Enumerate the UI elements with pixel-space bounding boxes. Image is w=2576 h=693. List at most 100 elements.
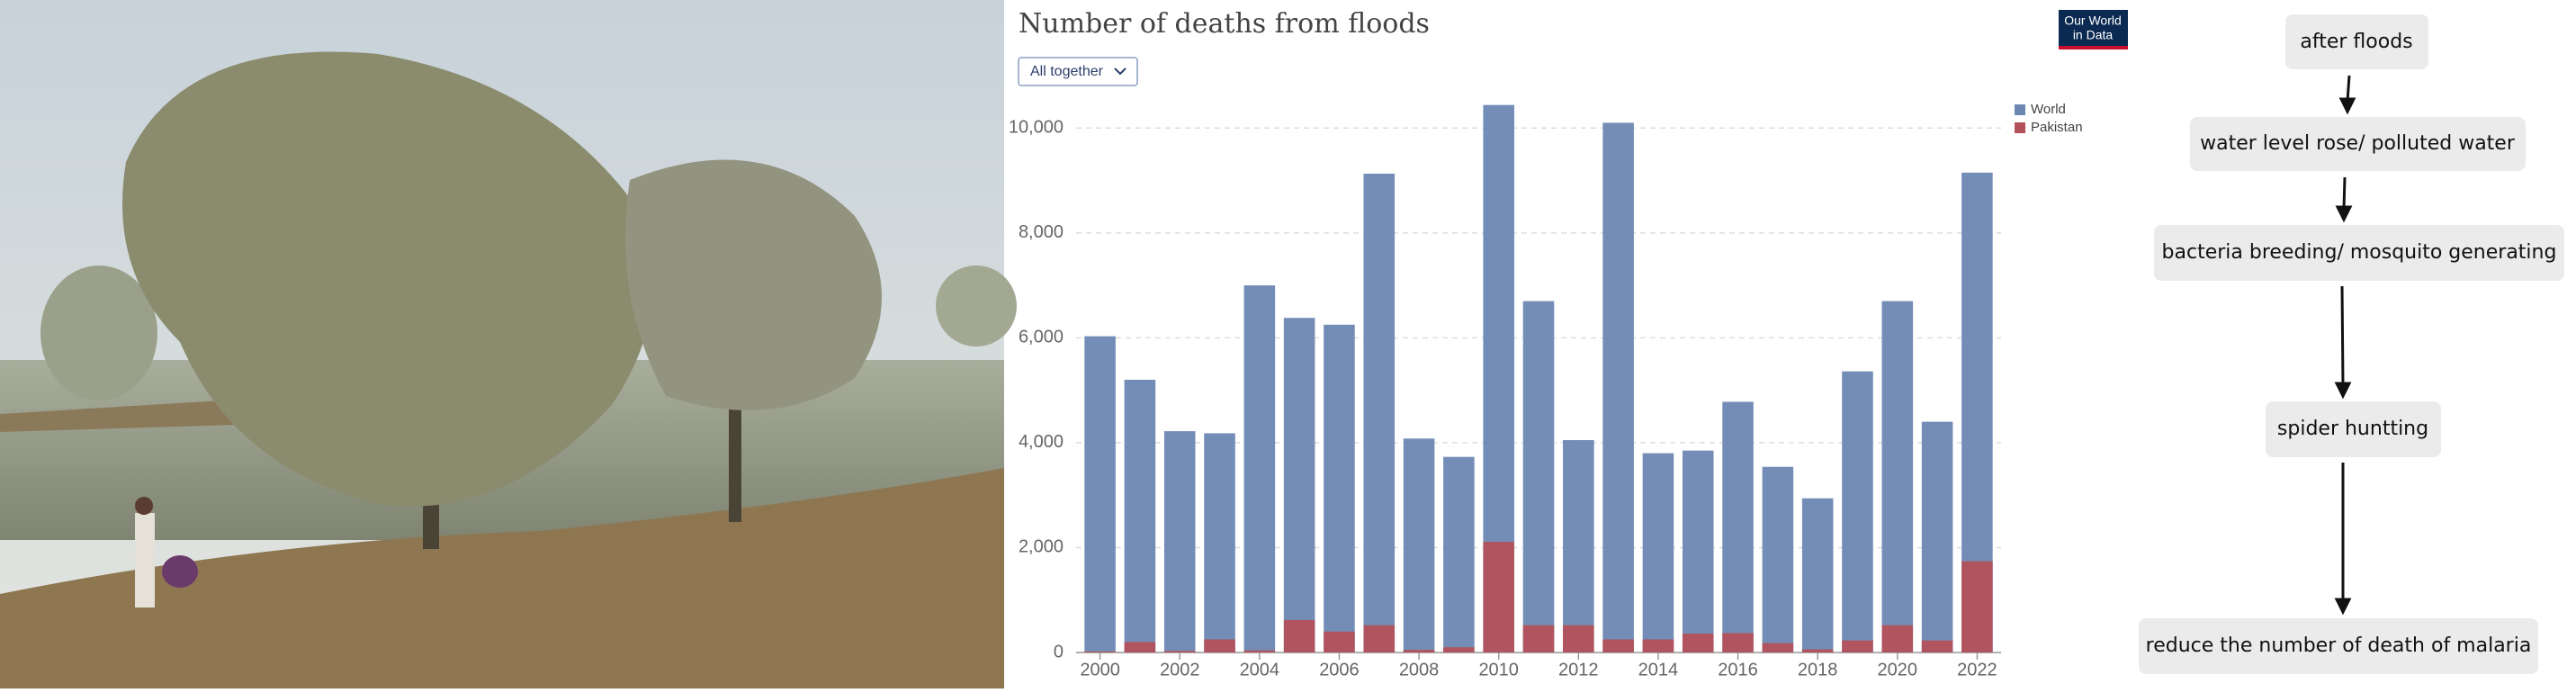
flowchart: after floods water level rose/ polluted … <box>2139 14 2564 674</box>
bar <box>1403 438 1435 652</box>
y-tick-label: 10,000 <box>1009 118 1064 138</box>
arrow-head <box>2334 598 2352 616</box>
arrow <box>2342 176 2347 210</box>
x-tick-label: 2004 <box>1240 660 1280 680</box>
bar <box>1522 301 1555 652</box>
x-tick-label: 2000 <box>1080 660 1120 680</box>
x-tick-label: 2006 <box>1319 660 1360 680</box>
ground <box>0 468 1004 688</box>
logo-text: in Data <box>2073 28 2114 42</box>
bar <box>1324 324 1355 652</box>
bar <box>1443 647 1475 652</box>
dropdown-caret[interactable] <box>1114 68 1126 76</box>
bar <box>1563 439 1594 652</box>
dropdown[interactable] <box>1018 57 1138 86</box>
small-tree <box>936 266 1017 346</box>
x-tick-label: 2010 <box>1478 660 1519 680</box>
y-tick-label: 4,000 <box>1019 432 1064 452</box>
arrow-head <box>2338 97 2356 115</box>
person <box>135 513 155 608</box>
logo-text: Our World <box>2064 14 2122 28</box>
person <box>162 555 198 588</box>
bar <box>1283 318 1315 652</box>
bar <box>1801 649 1834 652</box>
chart-title: Number of deaths from floods <box>1019 8 1430 40</box>
dropdown-label[interactable]: All together <box>1030 64 1104 79</box>
arrow-head <box>2334 382 2352 400</box>
bar <box>1204 433 1235 652</box>
bar <box>1243 285 1276 652</box>
y-tick-label: 6,000 <box>1019 328 1064 347</box>
web-tree <box>625 159 882 410</box>
bar <box>1842 640 1873 652</box>
legend-label: World <box>2031 102 2066 117</box>
bar <box>1522 625 1555 652</box>
y-tick-label: 2,000 <box>1019 537 1064 557</box>
flow-node <box>2285 14 2428 69</box>
arrow-head <box>2335 205 2353 223</box>
bar <box>1921 421 1953 652</box>
bar <box>1363 625 1396 652</box>
small-tree <box>40 266 157 400</box>
bar <box>1881 625 1914 652</box>
web-tree <box>122 51 653 507</box>
flow-node <box>2190 117 2526 171</box>
bar <box>1801 498 1834 652</box>
photo <box>0 0 1017 688</box>
flow-node-label: water level rose/ polluted water <box>2200 132 2516 155</box>
bar <box>1124 379 1156 652</box>
bar <box>1243 650 1276 652</box>
bar <box>1722 633 1754 652</box>
bar <box>1722 401 1754 652</box>
flow-node <box>2139 618 2538 674</box>
flow-node <box>2266 401 2441 457</box>
trunk <box>729 405 741 522</box>
bar <box>1124 642 1156 652</box>
x-tick-label: 2008 <box>1399 660 1440 680</box>
bar <box>1363 173 1396 653</box>
bar <box>1842 371 1873 652</box>
bar <box>1324 631 1355 652</box>
bar <box>1642 453 1674 652</box>
flow-node <box>2154 225 2564 281</box>
bar <box>1443 456 1475 652</box>
bar <box>1762 643 1794 652</box>
person-head <box>135 497 153 515</box>
bar <box>1921 640 1953 652</box>
bar <box>1682 450 1714 652</box>
bar <box>1084 336 1116 652</box>
x-tick-label: 2016 <box>1718 660 1758 680</box>
bar <box>1642 639 1674 652</box>
x-tick-label: 2020 <box>1878 660 1918 680</box>
bar <box>1483 542 1514 652</box>
bar <box>1881 301 1914 652</box>
legend-swatch <box>2015 122 2025 133</box>
flow-node-label: after floods <box>2300 31 2412 53</box>
x-tick-label: 2012 <box>1558 660 1599 680</box>
flow-node-label: reduce the number of death of malaria <box>2146 634 2532 657</box>
legend-label: Pakistan <box>2031 120 2083 135</box>
y-tick-label: 0 <box>1054 642 1064 662</box>
bar <box>1283 619 1315 652</box>
bar <box>1163 431 1196 652</box>
legend-swatch <box>2015 104 2025 115</box>
x-tick-label: 2002 <box>1160 660 1200 680</box>
bar <box>1762 466 1794 652</box>
flow-node-label: bacteria breeding/ mosquito generating <box>2162 241 2557 264</box>
bar <box>1961 561 1993 652</box>
logo[interactable] <box>2059 10 2128 50</box>
bar <box>1602 122 1634 653</box>
chart: Number of deaths from floods All togethe… <box>1009 8 2128 680</box>
arrows <box>2334 75 2356 616</box>
bar <box>1403 650 1435 652</box>
flow-node-label: spider huntting <box>2277 418 2428 440</box>
x-tick-label: 2022 <box>1957 660 1997 680</box>
x-tick-label: 2018 <box>1798 660 1838 680</box>
x-tick-label: 2014 <box>1638 660 1679 680</box>
bar <box>1563 625 1594 652</box>
bar <box>1682 634 1714 652</box>
y-tick-label: 8,000 <box>1019 222 1064 242</box>
arrow <box>2340 285 2345 386</box>
